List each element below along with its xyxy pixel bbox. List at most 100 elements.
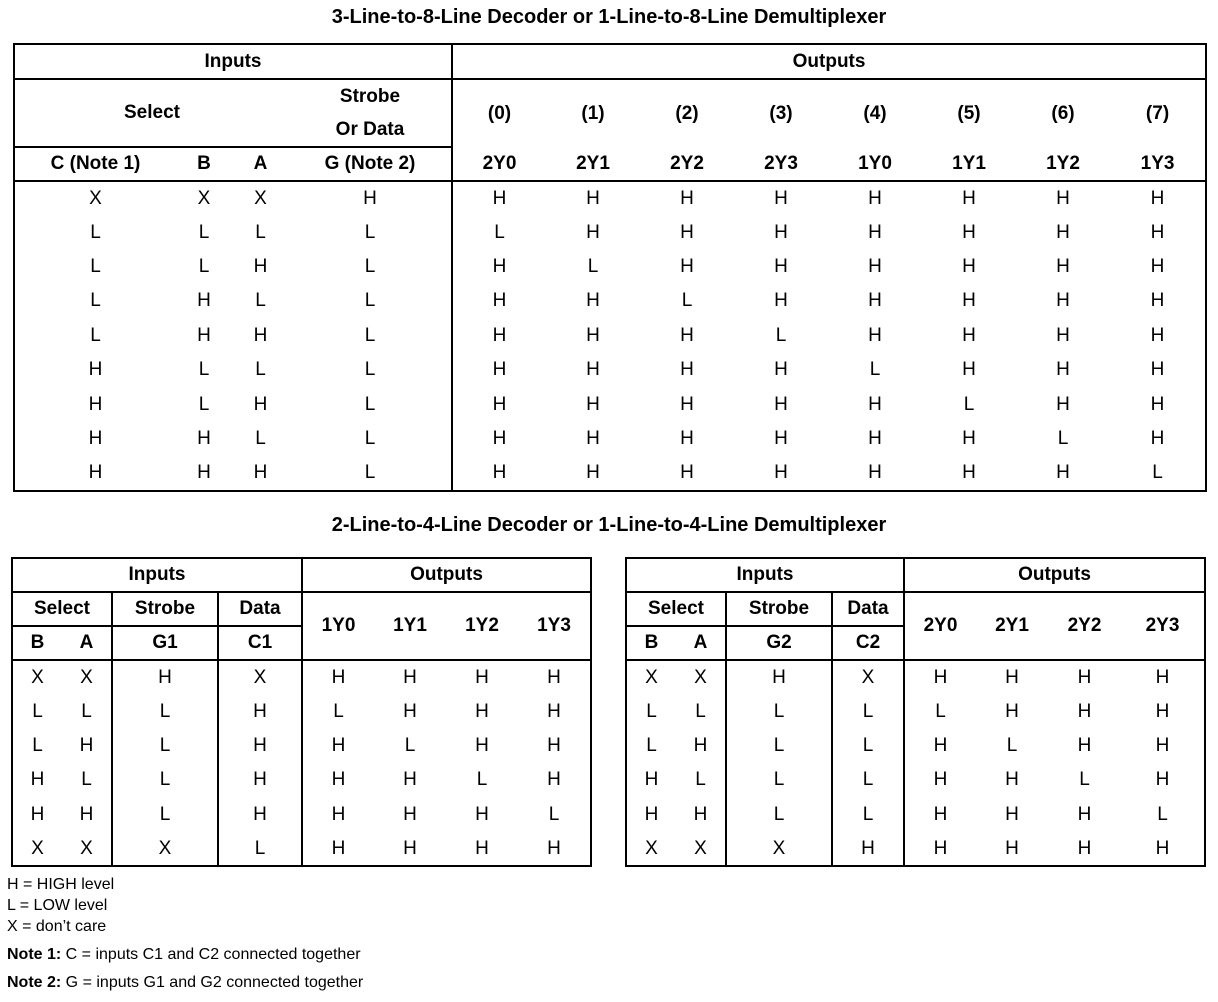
table-cell: H xyxy=(253,255,268,277)
table-cell: H xyxy=(112,660,219,695)
table-cell: H xyxy=(962,359,976,381)
col-2y2: 2Y2 xyxy=(1048,592,1121,661)
table-cell: H xyxy=(586,427,600,449)
table-cell: H xyxy=(586,359,600,381)
table-cell: L xyxy=(676,763,727,798)
table-cell: L xyxy=(90,255,101,277)
table-cell: X xyxy=(31,666,44,688)
table-cell: L xyxy=(289,284,453,319)
table-cell: H xyxy=(1056,290,1070,312)
truth-table-2to4-right: Inputs Outputs Select Strobe Data 2Y0 2Y… xyxy=(625,557,1206,868)
table-cell: L xyxy=(476,769,488,791)
table-cell: L xyxy=(198,221,210,243)
table-cell: H xyxy=(1056,255,1070,277)
table-cell: H xyxy=(492,255,507,277)
table-cell: X xyxy=(832,660,905,695)
table-cell: X xyxy=(218,660,303,695)
table-cell: H xyxy=(547,837,561,859)
outputs-header: Outputs xyxy=(904,558,1205,593)
table-cell: H xyxy=(1077,734,1092,756)
table-cell: H xyxy=(197,324,211,346)
table-cell: H xyxy=(547,734,561,756)
col-1y2: 1Y2 xyxy=(446,592,518,661)
table-cell: H xyxy=(933,803,948,825)
table-cell: H xyxy=(1155,666,1170,688)
table-cell: L xyxy=(289,387,453,422)
col-c2: C2 xyxy=(832,626,905,661)
table-cell: L xyxy=(726,797,833,832)
table-cell: H xyxy=(676,797,727,832)
table-cell: H xyxy=(868,290,882,312)
table-cell: H xyxy=(475,803,489,825)
strobe-header: Strobe xyxy=(726,592,833,627)
col-g1: G1 xyxy=(112,626,219,661)
legend-dont-care: X = don’t care xyxy=(7,918,107,935)
table-cell: H xyxy=(492,427,507,449)
table-cell: H xyxy=(933,769,948,791)
table-cell: L xyxy=(935,700,946,722)
table-cell: H xyxy=(774,461,788,483)
table-cell: H xyxy=(197,427,211,449)
col-1y1: 1Y1 xyxy=(922,147,1016,182)
table-cell: H xyxy=(30,803,45,825)
table-cell: X xyxy=(645,837,658,859)
index-5: (5) xyxy=(957,102,981,124)
table-cell: H xyxy=(218,763,303,798)
legend-low: L = LOW level xyxy=(7,897,108,914)
table-cell: L xyxy=(832,797,905,832)
col-2y3: 2Y3 xyxy=(734,147,828,182)
col-2y0: 2Y0 xyxy=(904,592,976,661)
table-cell: H xyxy=(676,728,727,764)
table-cell: H xyxy=(1056,393,1070,415)
table-cell: X xyxy=(645,666,658,688)
table-cell: H xyxy=(475,837,489,859)
col-b: B xyxy=(12,626,62,661)
select-header: Select xyxy=(12,592,113,627)
note-1: Note 1: C = inputs C1 and C2 connected t… xyxy=(7,946,361,964)
table-cell: L xyxy=(62,694,113,729)
table-cell: H xyxy=(331,837,346,859)
table-cell: L xyxy=(333,700,344,722)
table-cell: H xyxy=(331,803,346,825)
table-cell: H xyxy=(1150,324,1165,346)
table-cell: H xyxy=(644,769,659,791)
table-cell: H xyxy=(62,728,113,764)
table-cell: H xyxy=(197,290,211,312)
table-cell: L xyxy=(112,763,219,798)
table-cell: H xyxy=(492,461,507,483)
table-cell: L xyxy=(289,249,453,285)
table-cell: L xyxy=(1006,734,1018,756)
table-cell: H xyxy=(774,255,788,277)
note-2-text: G = inputs G1 and G2 connected together xyxy=(61,974,364,991)
table-cell: L xyxy=(32,734,43,756)
table-cell: X xyxy=(676,831,727,867)
table-cell: H xyxy=(197,461,211,483)
table-cell: H xyxy=(586,324,600,346)
table-cell: L xyxy=(681,290,693,312)
table-cell: L xyxy=(726,694,833,729)
table-cell: L xyxy=(404,734,416,756)
table-cell: H xyxy=(1150,359,1165,381)
table-cell: X xyxy=(62,831,113,867)
table-cell: H xyxy=(680,187,694,209)
table-cell: L xyxy=(255,290,266,312)
table-cell: H xyxy=(1056,221,1070,243)
table-cell: H xyxy=(331,666,346,688)
table-cell: H xyxy=(680,324,694,346)
table-cell: H xyxy=(1150,290,1165,312)
table-cell: H xyxy=(962,427,976,449)
table-cell: H xyxy=(1056,187,1070,209)
table-cell: H xyxy=(586,221,600,243)
index-1: (1) xyxy=(581,102,605,124)
table-cell: H xyxy=(475,734,489,756)
note-2: Note 2: G = inputs G1 and G2 connected t… xyxy=(7,974,363,992)
col-c1: C1 xyxy=(218,626,303,661)
